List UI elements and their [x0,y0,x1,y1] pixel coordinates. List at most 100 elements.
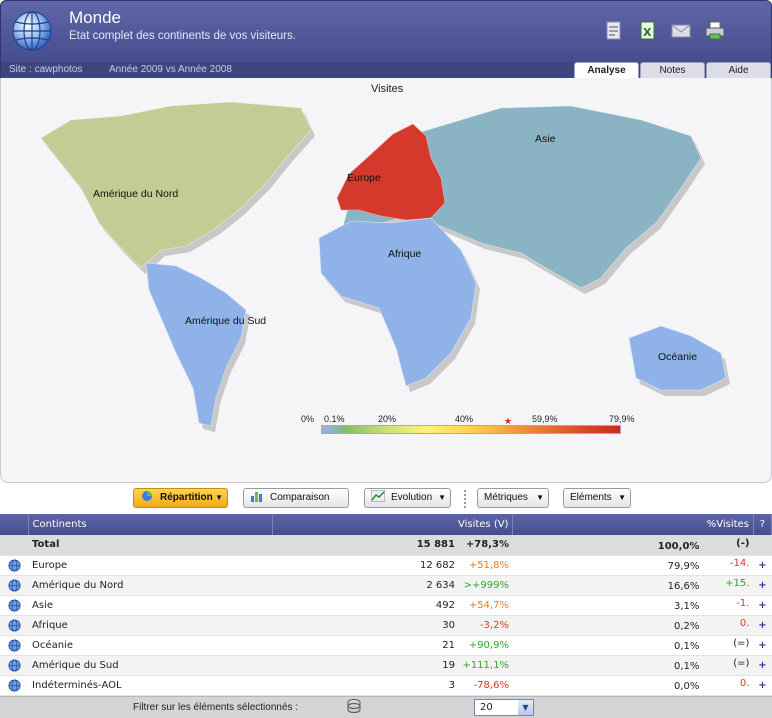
visits-value: 21 [442,639,455,651]
header-continents[interactable]: Continents [28,514,274,535]
continent-name: Indéterminés-AOL [28,675,273,696]
email-icon[interactable] [671,21,691,41]
comparaison-button[interactable]: Comparaison [243,488,349,508]
repartition-label: Répartition [160,492,213,503]
report-header: Monde Etat complet des continents de vos… [0,0,772,62]
pct-evolution: 0. [739,618,750,629]
map-color-scale [321,425,621,434]
expand-icon[interactable]: + [753,635,772,656]
pct-value: 0,0% [674,681,700,692]
table-row[interactable]: Amérique du Sud 19 +111,1% 0,1% (=) + [0,655,772,676]
tab-analyse[interactable]: Analyse [574,62,639,78]
bar-chart-icon [251,492,262,502]
legend-marker: ★ [504,417,513,427]
map-europe[interactable] [336,123,446,221]
globe-icon [7,678,21,692]
visits-value: 19 [442,659,455,671]
table-row[interactable]: Amérique du Nord 2 634 >+999% 16,6% +15. + [0,575,772,596]
world-map-panel: Visites Amérique du Nord Europe Asie Afr… [0,78,772,483]
pct-evolution: -1. [736,598,750,609]
label-asia: Asie [535,133,556,145]
visits-value: 30 [442,619,455,631]
table-row[interactable]: Indéterminés-AOL 3 -78,6% 0,0% 0. + [0,675,772,696]
legend-label-t1: 0.1% [324,414,345,424]
table-row[interactable]: Afrique 30 -3,2% 0,2% 0. + [0,615,772,636]
evolution-button[interactable]: Evolution ▼ [364,488,451,508]
page-size-value: 20 [480,702,493,713]
expand-icon[interactable]: + [753,595,772,616]
expand-icon[interactable]: + [753,655,772,676]
total-label: Total [28,535,273,556]
header-icon-col [0,514,29,535]
pct-value: 16,6% [667,581,700,592]
page-size-select[interactable]: 20 ▼ [474,699,534,716]
legend-label-t4: 59,9% [532,414,558,424]
view-toolbar: Répartition ▼ Comparaison Evolution ▼ Mé… [0,486,772,512]
pdf-export-icon[interactable] [604,21,624,41]
visits-value: 3 [448,679,455,691]
repartition-button[interactable]: Répartition ▼ [133,488,228,508]
filter-label: Filtrer sur les éléments sélectionnés : [133,702,299,713]
legend-label-max: 79,9% [609,414,635,424]
tab-notes[interactable]: Notes [640,62,705,78]
total-visits-evo: +78,3% [465,539,509,551]
map-north-america[interactable] [40,101,312,269]
map-title: Visites [371,83,404,95]
table-row[interactable]: Océanie 21 +90,9% 0,1% (=) + [0,635,772,656]
continent-name: Amérique du Sud [28,655,273,676]
globe-icon [7,598,21,612]
chevron-down-icon: ▼ [438,493,446,502]
excel-export-icon[interactable]: X [638,21,658,41]
expand-icon[interactable]: + [753,555,772,576]
globe-icon [7,558,21,572]
tab-aide[interactable]: Aide [706,62,771,78]
expand-icon[interactable]: + [753,615,772,636]
site-label: Site : cawphotos [9,64,83,75]
header-pct-visits[interactable]: %Visites [512,514,754,535]
table-row[interactable]: Europe 12 682 +51,8% 79,9% -14. + [0,555,772,576]
page-subtitle: Etat complet des continents de vos visit… [69,30,296,42]
continent-name: Afrique [28,615,273,636]
visits-value: 492 [435,599,455,611]
visits-evolution: -3,2% [479,619,509,631]
map-oceania[interactable] [628,325,727,391]
print-icon[interactable] [705,21,725,41]
visits-value: 12 682 [419,559,455,571]
chevron-down-icon: ▼ [518,700,533,715]
globe-icon [7,618,21,632]
expand-icon[interactable]: + [753,675,772,696]
pct-evolution: 0. [739,678,750,689]
chevron-down-icon: ▼ [536,493,544,502]
label-europe: Europe [347,172,381,184]
metriques-button[interactable]: Métriques ▼ [477,488,549,508]
pct-evolution: -14. [729,558,750,569]
legend-label-t2: 20% [378,414,397,424]
expand-icon[interactable]: + [753,575,772,596]
visits-evolution: +90,9% [468,639,509,651]
visits-evolution: +54,7% [468,599,509,611]
world-map: Amérique du Nord Europe Asie Afrique Amé… [40,101,730,432]
total-pct: 100,0% [657,540,700,552]
visits-evolution: +111,1% [462,659,509,671]
label-africa: Afrique [388,248,421,260]
map-africa[interactable] [318,217,477,387]
total-pct-evo: (-) [736,537,750,549]
header-visits[interactable]: Visites (V) [272,514,514,535]
globe-icon [7,638,21,652]
filter-icon[interactable] [346,698,362,714]
subheader-bar: Site : cawphotos Année 2009 vs Année 200… [0,62,772,78]
total-visits: 15 881 [416,539,455,551]
svg-text:X: X [643,26,652,39]
period-label: Année 2009 vs Année 2008 [109,64,232,75]
comparaison-label: Comparaison [270,492,330,503]
map-south-america[interactable] [145,262,247,427]
continent-name: Asie [28,595,273,616]
elements-button[interactable]: Eléments ▼ [563,488,631,508]
pct-evolution: (=) [733,658,750,669]
table-row[interactable]: Asie 492 +54,7% 3,1% -1. + [0,595,772,616]
visits-value: 2 634 [426,579,455,591]
help-icon[interactable]: ? [753,514,772,535]
pct-value: 0,1% [674,641,700,652]
pct-value: 0,2% [674,621,700,632]
pct-evolution: (=) [733,638,750,649]
